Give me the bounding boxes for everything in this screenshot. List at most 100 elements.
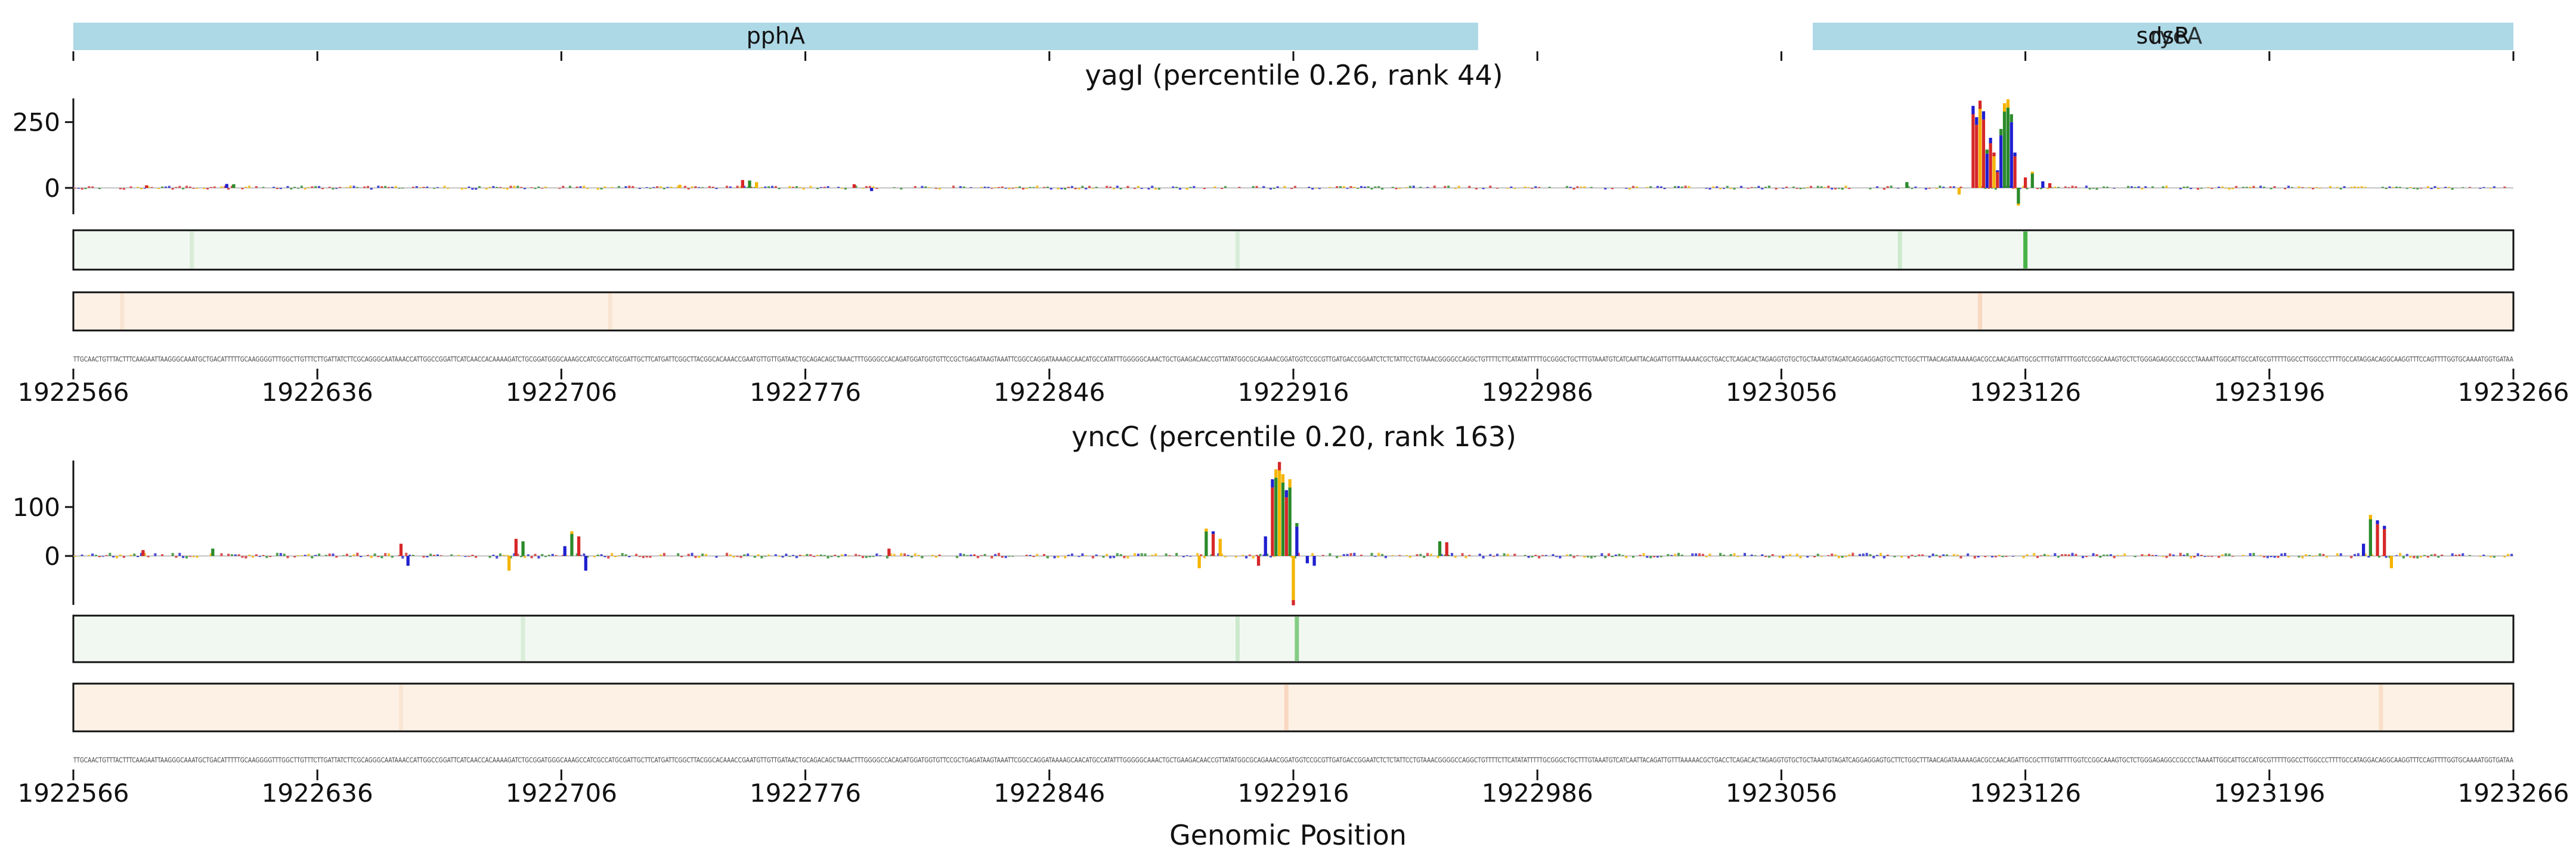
logo-letter (698, 187, 701, 188)
logo-letter (84, 188, 87, 190)
logo-letter (2005, 556, 2008, 557)
logo-letter (244, 556, 247, 559)
logo-letter (471, 188, 474, 190)
logo-letter (1816, 186, 1819, 188)
logo-letter (1656, 556, 1659, 558)
logo-letter (2067, 187, 2070, 188)
logo-letter (1412, 186, 1415, 188)
logo-letter (252, 556, 255, 558)
x-tick-label: 1922636 (262, 378, 373, 407)
logo-letter (677, 553, 680, 556)
logo-letter (1981, 111, 1986, 120)
logo-letter (1761, 554, 1764, 556)
logo-letter (2430, 188, 2433, 190)
heat-track-frame (72, 682, 2515, 733)
logo-background (73, 186, 2506, 190)
logo-letter (537, 556, 540, 559)
logo-letter (1318, 188, 1321, 189)
logo-letter (2503, 556, 2506, 558)
logo-letter (499, 187, 502, 188)
logo-letter (760, 187, 763, 188)
logo-letter (387, 553, 391, 556)
logo-letter (2336, 553, 2339, 556)
logo-letter (973, 554, 976, 556)
logo-letter (1126, 186, 1129, 188)
logo-letter (2305, 554, 2308, 556)
logo-letter (2224, 188, 2227, 189)
logo-letter (907, 555, 910, 556)
logo-letter (255, 186, 258, 188)
logo-letter (1119, 554, 1122, 556)
logo-letter (1185, 555, 1188, 556)
logo-letter (1496, 188, 1499, 189)
logo-letter (1032, 187, 1035, 188)
logo-letter (2023, 177, 2027, 188)
logo-letter (2462, 553, 2464, 556)
logo-letter (987, 187, 990, 188)
logo-letter (411, 555, 415, 556)
logo-letter (2458, 554, 2461, 556)
logo-letter (2489, 556, 2493, 558)
logo-letter (161, 554, 164, 556)
logo-letter (2235, 186, 2238, 188)
logo-letter (2287, 556, 2290, 558)
logo-letter (2507, 554, 2510, 556)
logo-letter (809, 554, 812, 556)
logo-letter (1423, 556, 1426, 558)
logo-letter (2113, 556, 2116, 558)
logo-letter (1827, 186, 1830, 188)
logo-letter (785, 554, 788, 556)
logo-letter (1021, 188, 1025, 190)
logo-letter (778, 556, 781, 557)
logo-letter (171, 552, 174, 556)
logo-letter (1112, 556, 1115, 558)
logo-letter (1590, 187, 1593, 188)
logo-letter (840, 554, 844, 556)
logo-letter (1025, 554, 1028, 556)
logo-letter (447, 188, 450, 189)
logo-letter (2284, 188, 2287, 190)
logo-letter (534, 554, 537, 556)
logo-letter (1436, 556, 1439, 558)
logo-letter (230, 186, 234, 188)
logo-letter (645, 556, 648, 558)
logo-letter (1743, 552, 1747, 556)
logo-letter (1255, 186, 1258, 188)
logo-letter (507, 556, 511, 571)
logo-letter (1701, 554, 1704, 556)
logo-letter (1503, 553, 1506, 556)
logo-letter (764, 186, 767, 188)
logo-letter (1185, 188, 1188, 190)
logo-letter (2036, 188, 2039, 190)
logo-letter (1639, 555, 1642, 556)
logo-letter (1053, 556, 1056, 559)
logo-letter (1764, 556, 1767, 557)
logo-letter (488, 186, 491, 188)
logo-letter (2039, 188, 2042, 190)
logo-letter (2172, 554, 2175, 556)
logo-letter (297, 555, 300, 556)
logo-letter (2071, 186, 2074, 188)
logo-letter (938, 188, 941, 190)
logo-letter (2030, 171, 2034, 174)
logo-letter (401, 556, 404, 559)
logo-letter (339, 187, 342, 188)
logo-letter (2075, 186, 2077, 188)
heat-highlight (190, 231, 194, 268)
logo-letter (122, 556, 125, 558)
logo-letter (1680, 554, 1683, 556)
logo-letter (220, 186, 223, 188)
logo-letter (1928, 556, 1931, 558)
logo-letter (1559, 556, 1562, 559)
logo-letter (886, 556, 889, 559)
logo-letter (1172, 186, 1175, 188)
logo-letter (575, 186, 578, 188)
logo-letter (1565, 554, 1568, 556)
logo-letter (366, 555, 370, 556)
logo-letter (411, 187, 415, 188)
logo-letter (1284, 497, 1288, 556)
logo-letter (934, 556, 937, 558)
logo-letter (1085, 555, 1088, 556)
logo-letter (1272, 188, 1275, 189)
logo-letter (1276, 186, 1279, 188)
